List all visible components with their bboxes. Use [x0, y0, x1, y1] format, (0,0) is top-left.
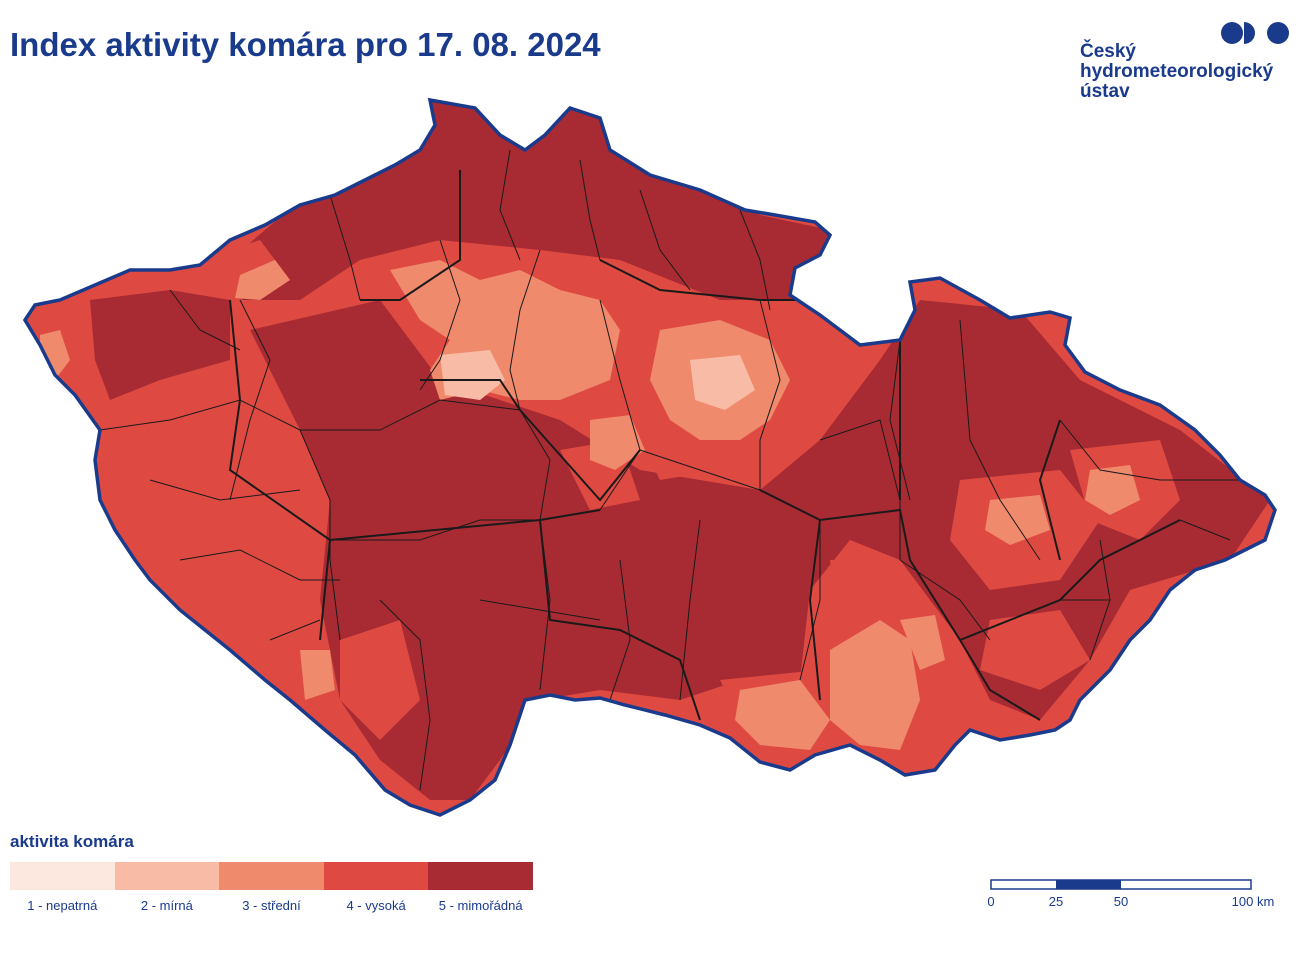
logo-line-3: ústav: [1080, 81, 1130, 102]
chmi-logo: Český hydrometeorologický ústav: [1080, 20, 1295, 110]
legend-swatch-3: [219, 862, 324, 890]
legend-label-2: 2 - mírná: [140, 898, 193, 913]
logo-line-1: Český: [1080, 41, 1136, 62]
logo-text: Český hydrometeorologický ústav: [1080, 42, 1273, 102]
scale-tick-100: 100 km: [1232, 894, 1275, 909]
scale-tick-0: 0: [987, 894, 994, 909]
legend-label-1: 1 - nepatrná: [27, 898, 98, 913]
legend-swatch-4: [323, 862, 429, 890]
czech-republic-map: [23, 98, 1277, 817]
legend-label-3: 3 - střední: [242, 898, 301, 913]
scale-tick-25: 25: [1049, 894, 1063, 909]
legend-label-5: 5 - mimořádná: [438, 898, 523, 913]
legend-label-4: 4 - vysoká: [346, 898, 406, 913]
legend-title: aktivita komára: [10, 832, 134, 851]
scale-bar: 0 25 50 100 km: [987, 879, 1275, 909]
map-title: Index aktivity komára pro 17. 08. 2024: [10, 26, 601, 63]
logo-line-2: hydrometeorologický: [1080, 61, 1274, 82]
scale-tick-50: 50: [1114, 894, 1128, 909]
legend-swatch-2: [114, 862, 220, 890]
legend: aktivita komára 1 - nepatrná 2 - mírná 3…: [10, 832, 550, 913]
legend-swatch-1: [10, 862, 115, 890]
legend-color-bar: [10, 862, 533, 890]
legend-labels: 1 - nepatrná 2 - mírná 3 - střední 4 - v…: [10, 898, 533, 913]
legend-swatch-5: [428, 862, 533, 890]
logo-dots-icon: [1221, 22, 1289, 44]
